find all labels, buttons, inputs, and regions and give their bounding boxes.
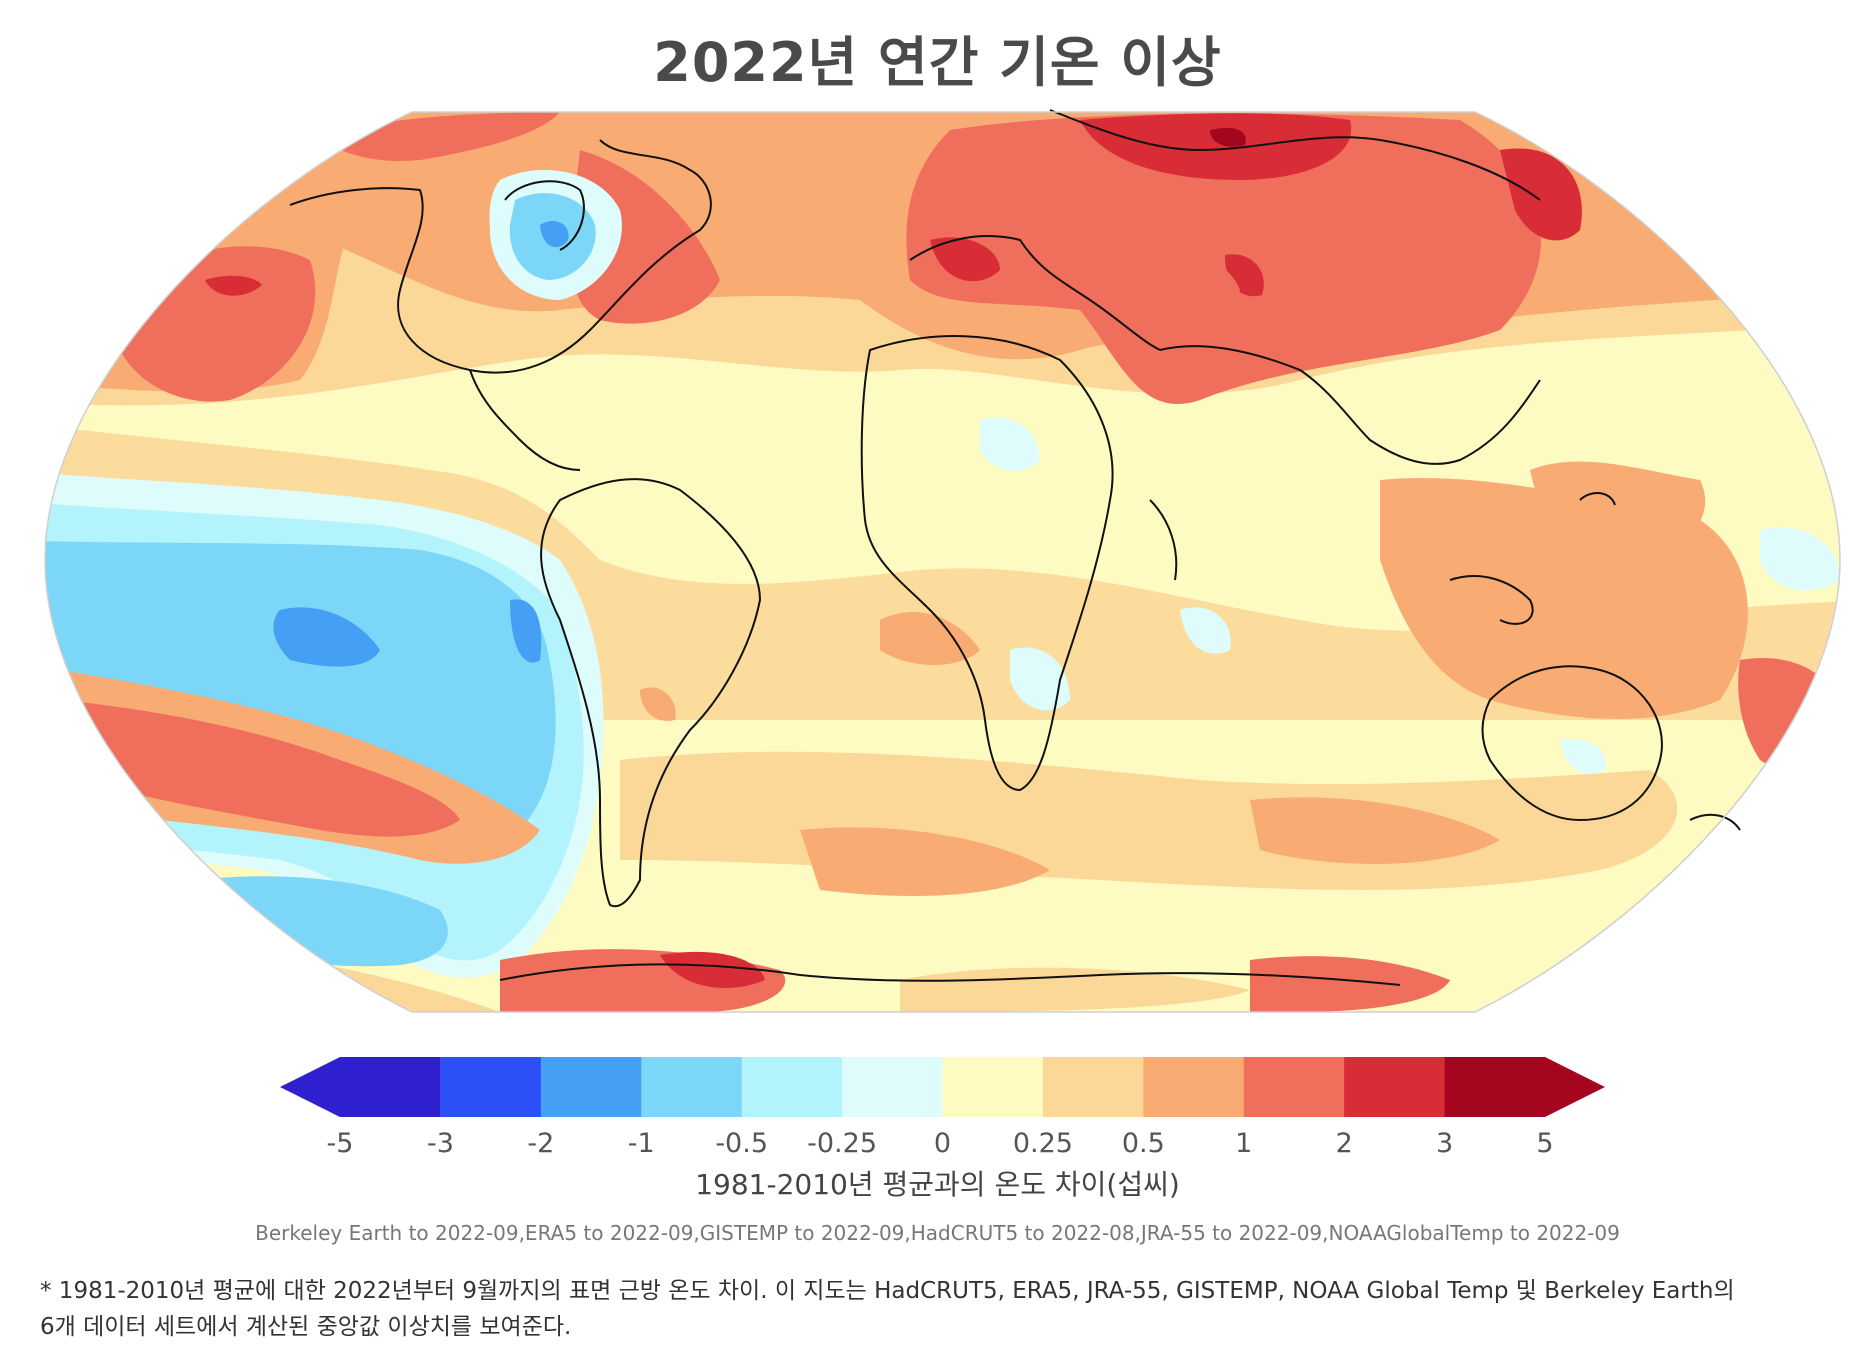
colorbar-tick-label: -0.5 (715, 1128, 768, 1159)
colorbar-tick-label: -5 (326, 1128, 354, 1159)
colorbar-tick-label: -2 (527, 1128, 555, 1159)
colorbar-tick-label: 2 (1335, 1128, 1353, 1159)
map-title: 2022년 연간 기온 이상 (653, 31, 1222, 94)
colorbar-tick-label: 0.25 (1012, 1128, 1073, 1159)
colorbar-cell (842, 1057, 943, 1117)
colorbar-tick-label: 5 (1536, 1128, 1554, 1159)
footnote: * 1981-2010년 평균에 대한 2022년부터 9월까지의 표면 근방 … (40, 1273, 1860, 1345)
colorbar-tick-label: 3 (1435, 1128, 1454, 1159)
data-source: Berkeley Earth to 2022-09,ERA5 to 2022-0… (255, 1221, 1620, 1245)
colorbar-cell (942, 1057, 1044, 1117)
colorbar-cell (1042, 1057, 1144, 1117)
footnote-line-1: * 1981-2010년 평균에 대한 2022년부터 9월까지의 표면 근방 … (40, 1278, 1735, 1304)
coastlines (289, 109, 1741, 986)
colorbar-tick-label: -3 (426, 1128, 454, 1159)
colorbar-tick-label: -0.25 (807, 1128, 878, 1159)
colorbar-cell (1444, 1057, 1605, 1117)
colorbar-cell (641, 1057, 743, 1117)
colorbar-cell (1344, 1057, 1446, 1117)
anomaly-field (45, 112, 1840, 1012)
colorbar-cell (440, 1057, 542, 1117)
colorbar-tick-label: 0 (933, 1128, 952, 1159)
colorbar-tick-label: -1 (627, 1128, 655, 1159)
footnote-line-2: 6개 데이터 세트에서 계산된 중앙값 이상치를 보여준다. (40, 1314, 572, 1340)
colorbar-cell (741, 1057, 843, 1117)
colorbar-label: 1981-2010년 평균과의 온도 차이(섭씨) (695, 1168, 1180, 1201)
colorbar-tick-label: 0.5 (1121, 1128, 1165, 1159)
colorbar-cell (540, 1057, 642, 1117)
colorbar-cell (1243, 1057, 1345, 1117)
colorbar-cell (1143, 1057, 1245, 1117)
colorbar-tick-label: 1 (1235, 1128, 1253, 1159)
colorbar (280, 1057, 1605, 1117)
colorbar-cell (280, 1057, 441, 1117)
